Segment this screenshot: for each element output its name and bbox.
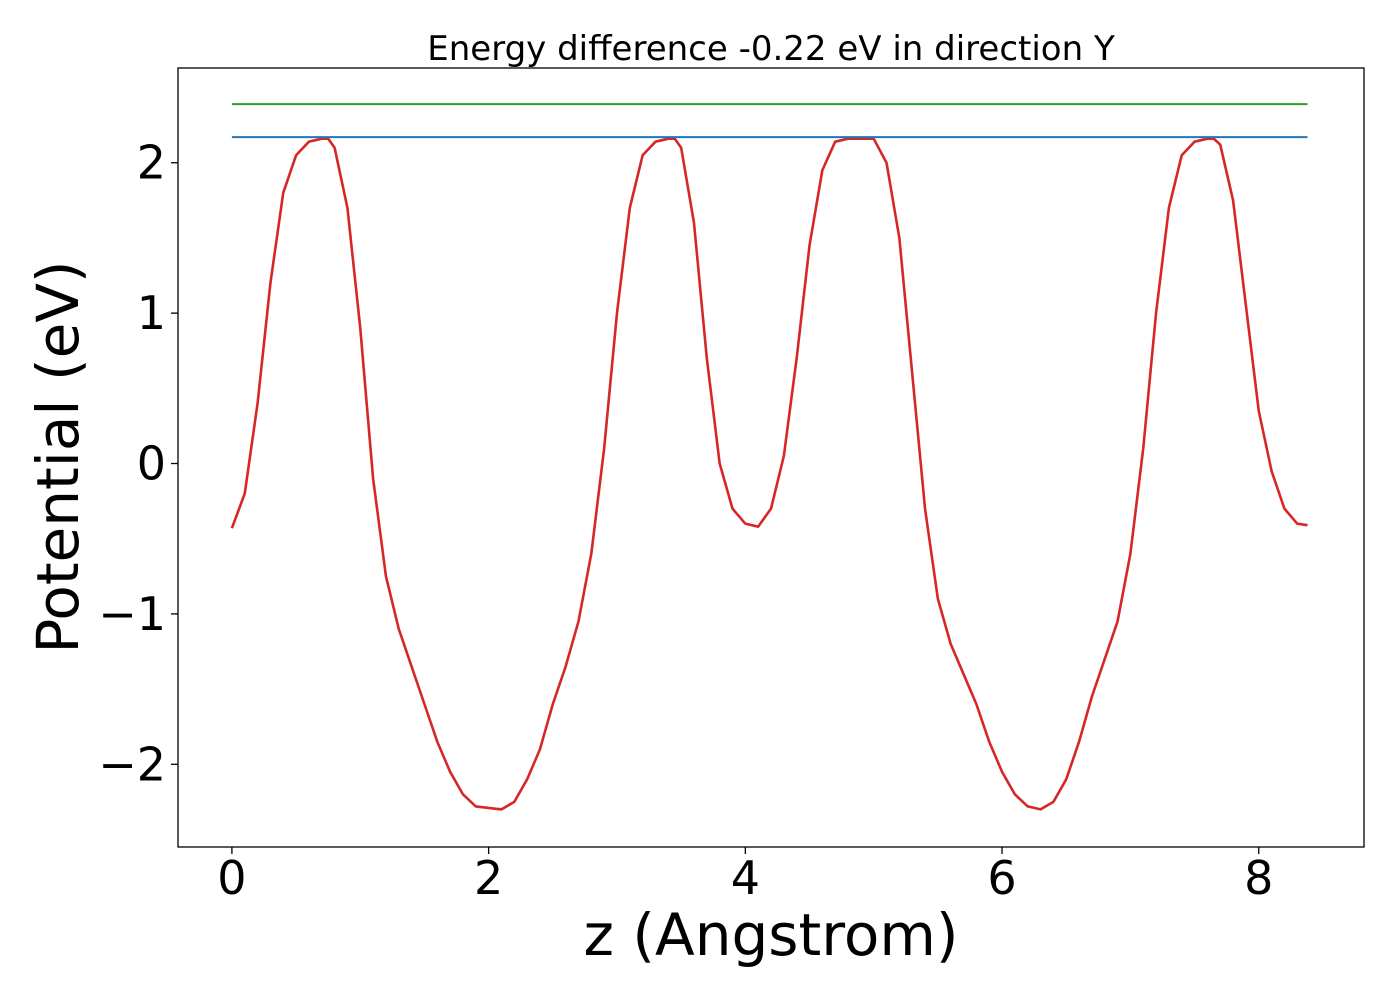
- x-tick-label: 6: [987, 851, 1016, 905]
- y-axis-label: Potential (eV): [24, 260, 92, 653]
- x-axis-label: z (Angstrom): [584, 901, 959, 969]
- y-tick-label: 2: [137, 136, 166, 190]
- chart-title: Energy difference -0.22 eV in direction …: [427, 29, 1115, 69]
- series-line-0: [230, 137, 1308, 811]
- plot-frame: [177, 67, 1365, 848]
- x-tick-label: 0: [217, 851, 246, 905]
- y-ticks: −2 −1 0 1 2: [98, 136, 178, 791]
- x-tick-label: 4: [731, 851, 760, 905]
- x-tick-label: 8: [1244, 851, 1273, 905]
- y-tick-label: 0: [137, 437, 166, 491]
- series-layer: [230, 103, 1308, 811]
- x-ticks: 0 2 4 6 8: [217, 847, 1273, 905]
- y-tick-label: 1: [137, 286, 166, 340]
- x-tick-label: 2: [474, 851, 503, 905]
- y-tick-label: −1: [98, 587, 166, 641]
- y-tick-label: −2: [98, 737, 166, 791]
